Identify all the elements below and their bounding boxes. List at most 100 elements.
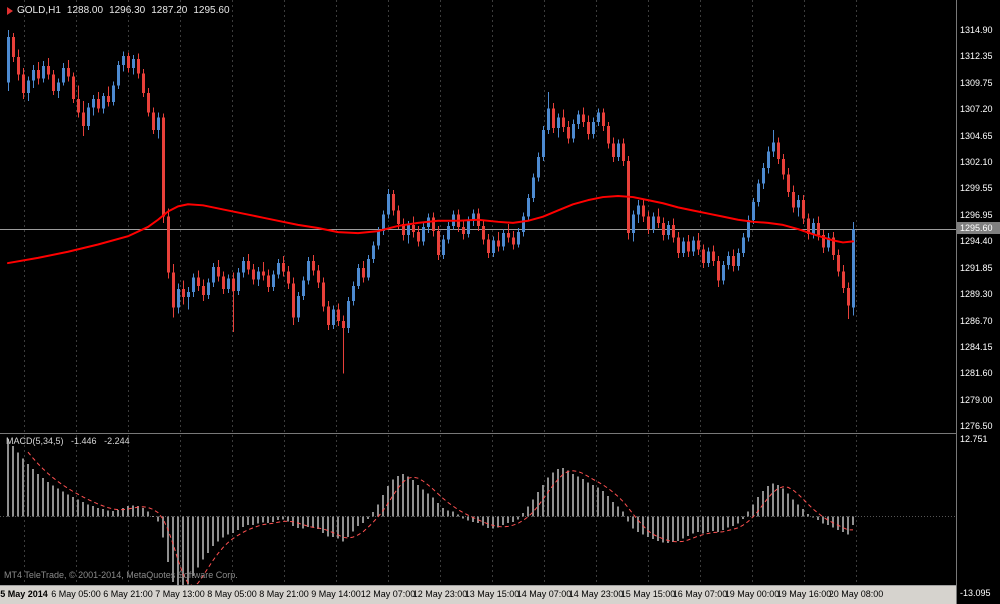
candle-body [227,278,230,289]
candle-body [382,214,385,232]
candle-body [167,216,170,273]
candle-body [242,261,245,273]
macd-bar [607,495,609,517]
macd-bar [622,511,624,517]
candle-body [162,117,165,217]
candle-body [422,226,425,242]
macd-bar [297,516,299,528]
macd-bar [182,516,184,592]
macd-bar [387,486,389,517]
macd-bar [782,488,784,517]
candle-body [357,268,360,286]
price-axis[interactable]: 1295.60 1314.90 1312.35 1309.75 1307.20 1304… [956,0,1000,604]
macd-bar [132,505,134,517]
macd-bar [372,512,374,517]
macd-bar [177,516,179,596]
candle-body [212,267,215,283]
macd-bar [427,493,429,517]
close-value: 1295.60 [193,5,230,16]
macd-bar [537,492,539,517]
macd-bar [542,484,544,517]
macd-bar [707,516,709,533]
candle-body [337,309,340,321]
macd-signal-line [27,451,854,587]
candle-body [502,233,505,247]
candle-body [332,309,335,325]
macd-bar [562,467,564,517]
candle-body [642,205,645,217]
candle-body [852,229,855,308]
macd-bar [347,516,349,538]
candle-body [392,193,395,211]
candle-body [217,267,220,277]
indicator-name: MACD(5,34,5) [6,436,64,446]
macd-bar [687,516,689,536]
candle-body [702,249,705,264]
macd-bar [502,516,504,525]
candle-body [87,107,90,126]
macd-bar [602,490,604,517]
macd-bar [302,516,304,529]
macd-bar [522,512,524,517]
macd-bar [682,516,684,539]
candle-body [397,210,400,224]
candle-body [597,112,600,122]
candle-body [127,55,130,69]
macd-bar [72,497,74,517]
macd-bar [692,516,694,534]
candle-body [312,261,315,271]
candle-body [252,269,255,280]
price-tick-label: 1284.15 [960,342,993,353]
macd-bar [617,506,619,517]
macd-bar [627,516,629,522]
candle-body [797,200,800,208]
macd-bar [777,484,779,517]
macd-bar [397,475,399,517]
candle-body [7,37,10,83]
macd-bar [657,516,659,541]
candle-body [317,270,320,283]
candle-body [647,216,650,230]
candle-body [232,278,235,291]
macd-bar [852,516,854,526]
time-axis[interactable]: 5 May 2014 6 May 05:00 6 May 21:00 7 May 13… [0,585,956,604]
macd-bar [317,516,319,530]
macd-tick-label: -13.095 [960,588,991,598]
candle-body [202,285,205,296]
macd-bar [272,516,274,522]
candle-body [137,58,140,74]
high-value: 1296.30 [109,5,146,16]
candle-body [292,283,295,318]
candle-body [602,112,605,126]
macd-bar [577,476,579,517]
price-tick-label: 1296.95 [960,210,993,221]
candle-body [142,73,145,93]
current-price-badge: 1295.60 [957,222,1000,235]
price-tick-label: 1279.00 [960,395,993,406]
candle-body [542,130,545,157]
candle-body [467,220,470,235]
macd-bar [332,516,334,538]
candle-body [622,143,625,161]
macd-bar [547,477,549,517]
macd-bar [467,516,469,521]
candle-body [822,235,825,248]
chart-canvas[interactable] [0,0,956,604]
candle-body [612,143,615,157]
candle-body [322,282,325,307]
candle-body [197,277,200,286]
candle-body [762,168,765,184]
candle-body [722,265,725,281]
price-tick-label: 1309.75 [960,78,993,89]
candle-body [737,252,740,267]
candle-body [362,268,365,278]
macd-bar [792,499,794,517]
time-axis-label: 19 May 00:00 [724,589,780,599]
macd-bar [7,439,9,517]
macd-bar [202,516,204,560]
candle-body [812,222,815,235]
candle-body [667,224,670,236]
candle-body [177,288,180,308]
macd-bar [832,516,834,528]
macd-bar [817,516,819,521]
